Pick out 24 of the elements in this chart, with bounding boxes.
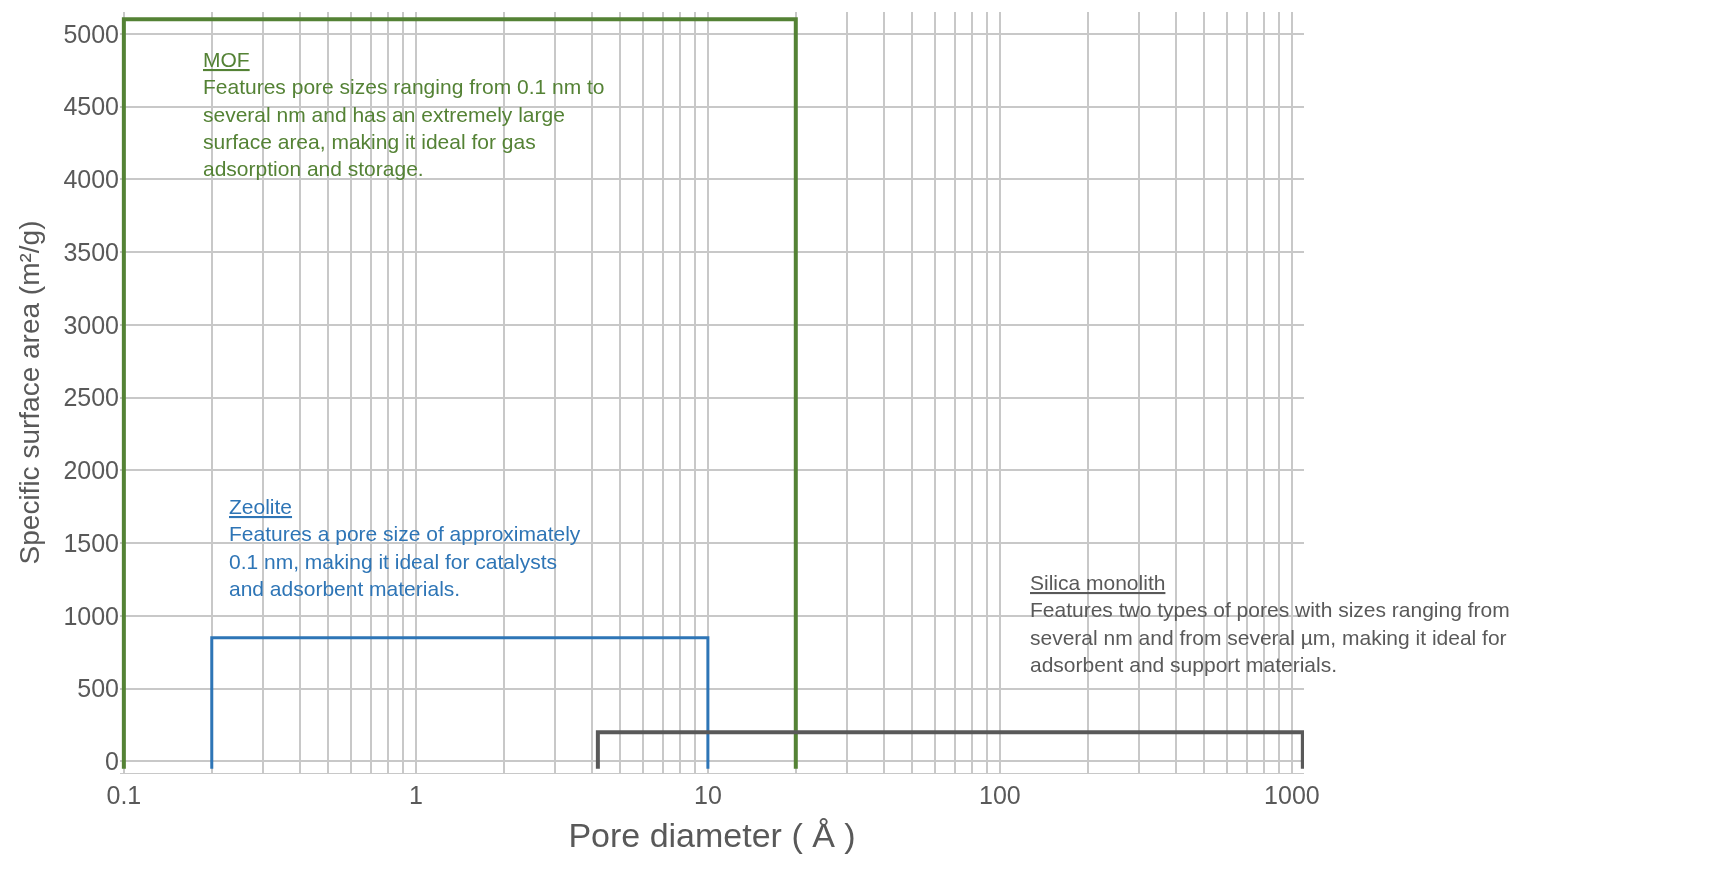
y-tick-label: 3000 — [63, 310, 119, 339]
y-tick-label: 4000 — [63, 165, 119, 194]
series-label: MOF — [203, 48, 250, 71]
annotation: Features a pore size of approximately 0.1 nm, making it ideal for catalysts and adsorbent materials. — [229, 522, 581, 600]
y-tick-label: 2500 — [63, 383, 119, 412]
x-tick-label: 10 — [693, 781, 722, 809]
y-tick-label: 5000 — [63, 19, 119, 48]
y-tick-label: 2000 — [63, 456, 119, 485]
x-tick-label: 1 — [408, 781, 423, 809]
y-tick-label: 0 — [105, 747, 119, 776]
y-tick-label: 1000 — [63, 601, 119, 630]
y-tick-label: 1500 — [63, 528, 119, 557]
x-tick-label: 100 — [979, 781, 1021, 809]
annotation: Features pore sizes ranging from 0.1 nm to several nm and has an extremely large surface area, making it ideal for gas adsorption and storage. — [203, 75, 605, 181]
x-axis-title: Pore diameter ( Å ) — [568, 816, 856, 855]
text: Silica monolith — [1030, 571, 1166, 594]
y-tick-label: 4500 — [63, 92, 119, 121]
x-tick-label: 1000 — [1264, 781, 1320, 809]
y-tick-label: 3500 — [63, 237, 119, 266]
y-axis-title: Specific surface area (m²/g) — [14, 220, 46, 565]
text: Zeolite — [229, 495, 293, 518]
y-tick-label: 500 — [77, 674, 119, 703]
x-tick-label: 0.1 — [106, 781, 142, 809]
annotation: Features two types of pores with sizes ranging from several nm and from several µm, making it ideal for adsorbent and support materials. — [1030, 598, 1510, 676]
